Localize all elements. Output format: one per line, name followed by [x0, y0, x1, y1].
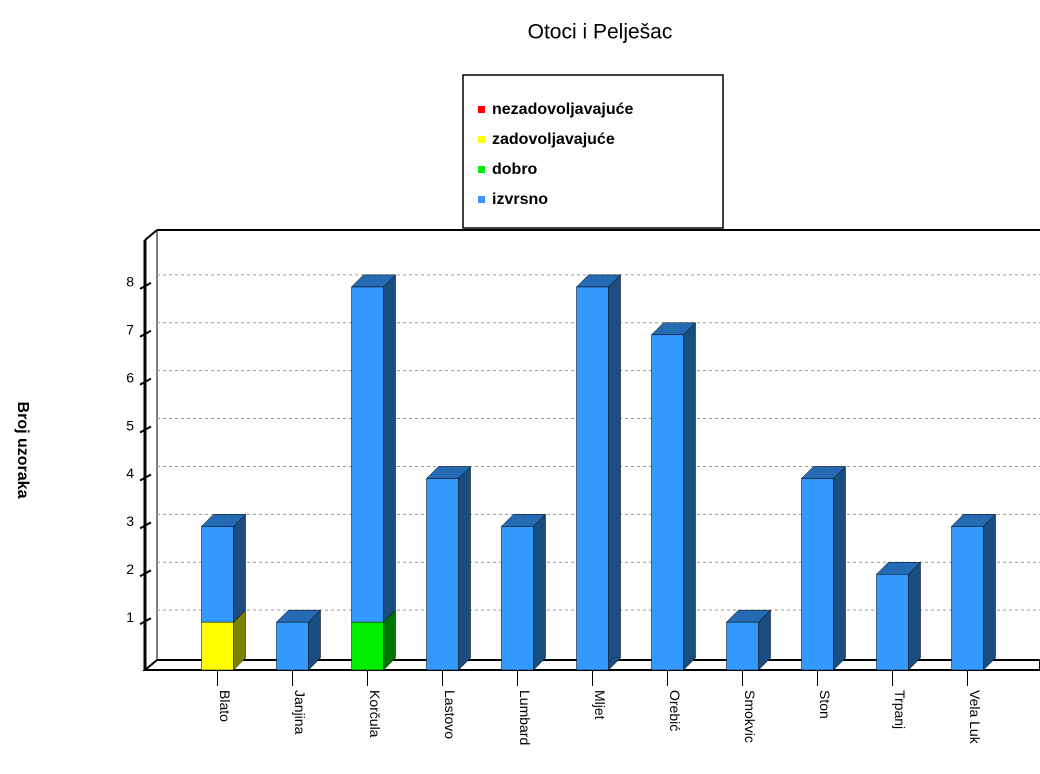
- bar: [351, 286, 384, 623]
- bar: [276, 621, 309, 671]
- bar-side: [908, 561, 921, 671]
- legend-label: zadovoljavajuće: [492, 131, 615, 148]
- legend-label: nezadovoljavajuće: [492, 101, 633, 118]
- y-tick: [139, 617, 152, 625]
- y-tick-label: 8: [126, 274, 134, 290]
- bar-top: [275, 609, 322, 623]
- bar-top: [575, 274, 622, 288]
- y-tick: [139, 377, 152, 386]
- bar-top: [425, 466, 472, 479]
- x-tick-label: Lastovo: [442, 690, 458, 739]
- y-tick-label: 4: [126, 465, 134, 481]
- legend-label: dobro: [492, 161, 538, 178]
- bar: [951, 526, 984, 671]
- bar: [651, 334, 684, 671]
- y-tick-label: 7: [126, 321, 134, 337]
- bar-top: [350, 274, 397, 288]
- bar-side: [833, 465, 846, 671]
- bar: [426, 478, 459, 671]
- chart-title: Otoci i Pelješac: [528, 21, 673, 44]
- bar-top: [650, 322, 697, 336]
- bar: [201, 621, 234, 671]
- x-tick-label: Mljet: [592, 690, 608, 720]
- bar-side: [683, 322, 696, 671]
- legend-swatch: [478, 106, 485, 113]
- bar: [801, 478, 834, 671]
- bar-top: [500, 514, 547, 527]
- legend-entries: nezadovoljavajuće zadovoljavajuće dobro izv…: [478, 101, 633, 208]
- bar-top: [725, 609, 772, 623]
- bar: [351, 621, 384, 671]
- bar-side: [533, 513, 546, 671]
- x-tick-label: Blato: [217, 690, 233, 722]
- y-tick: [139, 425, 152, 434]
- legend-label: izvrsno: [492, 191, 548, 208]
- y-tick-label: 1: [126, 609, 134, 625]
- legend: [462, 74, 724, 229]
- x-tick-label: Smokvic: [742, 690, 758, 743]
- bar: [576, 286, 609, 671]
- x-tick-label: Trpanj: [892, 690, 908, 729]
- y-tick: [139, 473, 152, 482]
- y-tick: [139, 569, 152, 578]
- y-axis-label: Broj uzoraka: [14, 402, 31, 499]
- bar-top: [950, 514, 997, 527]
- y-tick: [139, 329, 152, 338]
- x-tick-label: Korčula: [367, 690, 383, 738]
- x-tick-label: Vela Luk: [967, 690, 983, 745]
- bar: [201, 526, 234, 623]
- bar-side: [383, 274, 396, 623]
- plot-frame: [144, 229, 158, 241]
- legend-swatch: [478, 196, 485, 203]
- bar: [501, 526, 534, 671]
- legend-swatch: [478, 136, 485, 143]
- bar: [726, 621, 759, 671]
- bar-top: [200, 514, 247, 527]
- bar-top: [875, 561, 922, 575]
- x-tick-label: Ston: [817, 690, 833, 719]
- bar-side: [608, 274, 621, 671]
- y-tick: [139, 521, 152, 530]
- bar-side: [233, 513, 246, 623]
- y-tick: [139, 282, 152, 290]
- bar-side: [458, 465, 471, 671]
- x-tick-label: Lumbard: [517, 690, 533, 745]
- x-tick-label: Orebić: [667, 690, 683, 731]
- bar-side: [983, 513, 996, 671]
- y-tick-label: 3: [126, 513, 134, 529]
- bar-top: [800, 466, 847, 479]
- legend-swatch: [478, 166, 485, 173]
- bar: [876, 573, 909, 671]
- y-tick-label: 2: [126, 561, 134, 577]
- y-tick-label: 5: [126, 417, 134, 433]
- x-tick-label: Janjina: [292, 690, 308, 735]
- y-tick-label: 6: [126, 369, 134, 385]
